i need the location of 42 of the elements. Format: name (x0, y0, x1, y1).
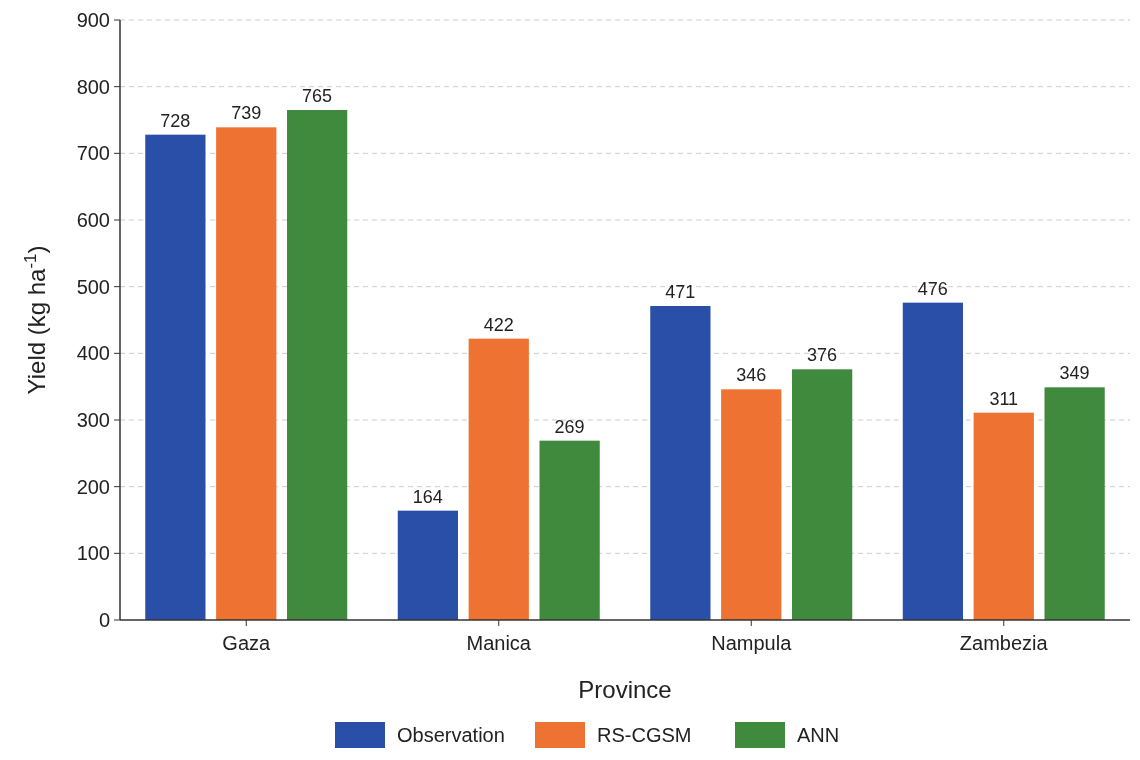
bar (216, 127, 277, 620)
data-label: 349 (1059, 363, 1090, 384)
data-label: 311 (989, 388, 1019, 409)
legend-label: ANN (797, 724, 840, 746)
legend-label: RS-CGSM (597, 724, 692, 746)
data-label: 422 (483, 314, 514, 335)
data-label: 164 (412, 486, 443, 507)
x-axis-title: Province (578, 676, 672, 703)
y-tick-label: 700 (76, 142, 110, 165)
y-tick-label: 100 (76, 542, 110, 565)
x-tick-label: Manica (466, 632, 532, 654)
bar (650, 306, 711, 620)
data-label: 471 (665, 282, 696, 302)
y-tick-label: 200 (76, 475, 110, 498)
x-tick-label: Gaza (222, 632, 272, 654)
bar (792, 369, 853, 620)
bar (539, 440, 600, 620)
x-tick-label: Nampula (711, 632, 793, 654)
bar (145, 134, 206, 620)
data-label: 476 (917, 278, 948, 299)
bar (902, 302, 963, 620)
bar (468, 338, 529, 620)
y-tick-label: 900 (76, 9, 110, 31)
data-label: 346 (736, 365, 767, 386)
x-tick-label: Zambezia (959, 632, 1049, 654)
y-tick-label: 800 (76, 75, 110, 98)
y-tick-label: 0 (98, 609, 110, 631)
bar (397, 510, 458, 620)
y-tick-label: 500 (76, 275, 110, 298)
bar (721, 389, 782, 620)
bar (287, 110, 348, 620)
y-tick-label: 400 (76, 342, 110, 365)
bar (973, 412, 1034, 620)
y-tick-label: 300 (76, 409, 110, 431)
data-label: 765 (302, 86, 333, 106)
bar (1044, 387, 1105, 620)
y-tick-label: 600 (76, 209, 110, 231)
data-label: 739 (231, 103, 262, 124)
legend-label: Observation (397, 724, 505, 746)
data-label: 376 (807, 345, 838, 366)
data-label: 728 (160, 110, 191, 131)
data-label: 269 (554, 416, 585, 437)
